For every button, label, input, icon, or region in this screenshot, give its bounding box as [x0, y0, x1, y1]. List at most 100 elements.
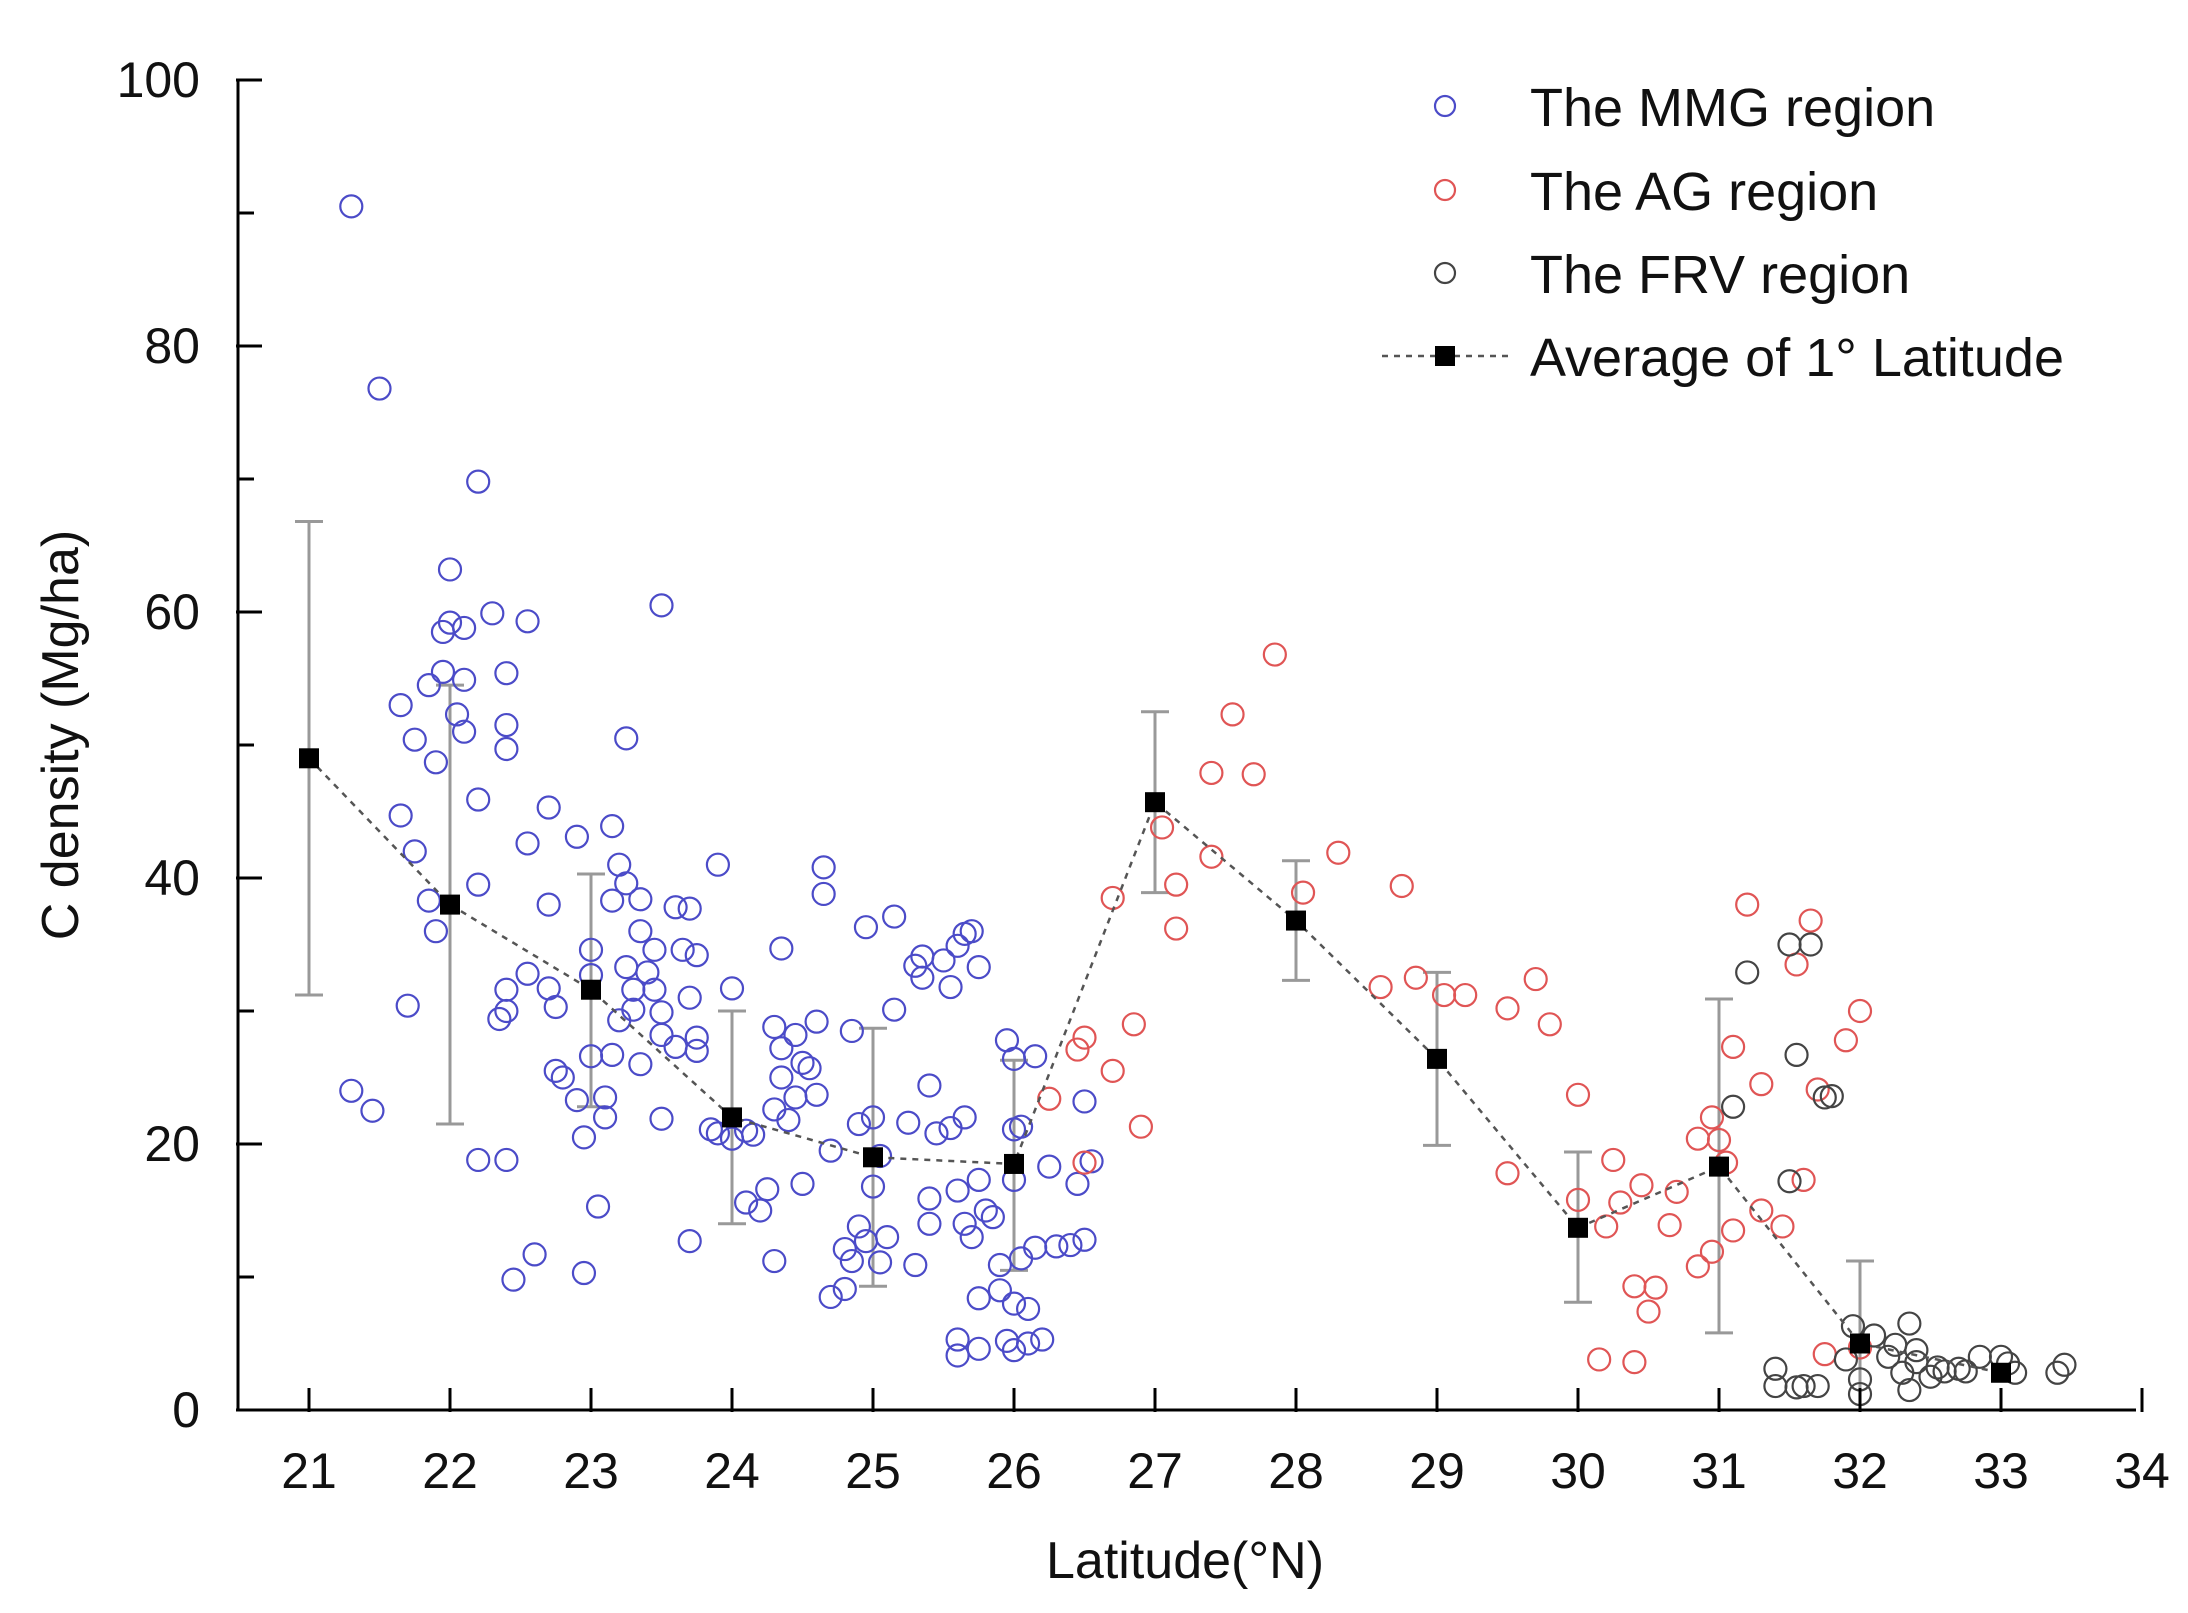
mmg-data-point — [614, 726, 639, 751]
mmg-data-point — [945, 1178, 970, 1203]
ag-data-point — [1523, 966, 1548, 992]
ag-data-point — [1241, 762, 1266, 787]
mmg-data-point — [614, 955, 639, 980]
mmg-data-point — [628, 919, 653, 944]
legend-label-average: Average of 1° Latitude — [1530, 328, 2064, 388]
legend: The MMG region The AG region The FRV regio… — [1382, 78, 2064, 388]
mmg-data-point — [832, 1236, 857, 1262]
mmg-data-point — [945, 1327, 970, 1352]
mmg-data-point — [818, 1284, 843, 1310]
mmg-data-point — [896, 1110, 921, 1135]
mmg-data-point — [839, 1248, 864, 1274]
mmg-data-point — [642, 977, 667, 1002]
ag-data-point — [1720, 1218, 1746, 1243]
mmg-data-point — [931, 948, 956, 973]
mmg-data-point — [882, 997, 907, 1022]
mmg-data-point — [663, 895, 688, 920]
mmg-data-point — [684, 1025, 709, 1050]
mmg-data-point — [466, 1147, 491, 1173]
mmg-data-point — [832, 1276, 857, 1302]
mmg-data-point — [522, 1242, 547, 1267]
frv-data-point — [1904, 1338, 1929, 1363]
mmg-data-point — [719, 976, 745, 1001]
ag-data-point — [1622, 1274, 1647, 1299]
ag-data-point — [1706, 1127, 1732, 1153]
ag-data-point — [1636, 1299, 1661, 1324]
mmg-data-point — [882, 904, 907, 929]
mmg-data-point — [494, 1147, 519, 1173]
mmg-data-point — [628, 887, 653, 912]
mmg-data-point — [839, 1018, 864, 1044]
mmg-data-point — [811, 855, 836, 880]
ag-data-point — [1403, 965, 1428, 990]
legend-marker-frv — [1433, 261, 1457, 285]
ag-data-point — [1699, 1105, 1725, 1130]
average-marker — [1286, 910, 1306, 931]
mmg-data-point — [466, 872, 491, 897]
ag-data-point — [1749, 1072, 1774, 1097]
ag-data-point — [1389, 873, 1414, 899]
ag-data-point — [1735, 892, 1760, 917]
mmg-data-point — [1072, 1227, 1097, 1252]
axes-layer: 0 20 40 60 80 100 21 22 23 24 25 26 27 28 29 30 31 32 33 34… — [32, 52, 2170, 1590]
ag-data-point — [1629, 1173, 1654, 1198]
mmg-data-point — [628, 1052, 653, 1077]
mmg-data-point — [600, 888, 625, 913]
scatter-points-layer — [339, 194, 2077, 1407]
mmg-data-point — [480, 601, 505, 626]
mmg-data-point — [564, 1088, 590, 1113]
y-tick-label: 0 — [172, 1382, 200, 1438]
mmg-data-point — [762, 1097, 787, 1122]
mmg-data-point — [973, 1198, 998, 1223]
ag-data-point — [1812, 1342, 1837, 1367]
ag-data-point — [1833, 1028, 1859, 1053]
mmg-data-point — [874, 1224, 900, 1250]
mmg-data-point — [515, 609, 540, 634]
frv-data-point — [1777, 932, 1802, 957]
y-tick-label: 100 — [117, 52, 200, 108]
frv-data-point — [1720, 1094, 1746, 1119]
mmg-data-point — [1037, 1154, 1062, 1179]
mmg-data-point — [1044, 1234, 1069, 1259]
y-tick-label: 60 — [144, 584, 200, 640]
ag-data-point — [1368, 974, 1393, 1000]
frv-data-point — [1798, 932, 1823, 957]
frv-data-point — [1763, 1356, 1788, 1381]
mmg-data-point — [515, 831, 540, 856]
mmg-data-point — [494, 661, 519, 686]
average-marker — [1709, 1156, 1729, 1177]
mmg-data-point — [733, 1190, 759, 1215]
mmg-data-point — [867, 1250, 893, 1275]
ag-data-point — [1720, 1034, 1746, 1060]
mmg-data-point — [1015, 1331, 1041, 1356]
ag-data-point — [1149, 815, 1175, 840]
x-tick-label: 31 — [1691, 1443, 1747, 1499]
mmg-data-point — [938, 1115, 963, 1141]
mmg-data-point — [917, 1186, 942, 1211]
x-tick-label: 28 — [1268, 1443, 1324, 1499]
mmg-data-point — [860, 1105, 886, 1130]
mmg-data-point — [790, 1171, 815, 1197]
mmg-data-point — [966, 1336, 991, 1361]
mmg-data-point — [444, 702, 470, 727]
average-marker — [440, 894, 460, 915]
mmg-data-point — [684, 1038, 709, 1064]
legend-label-mmg: The MMG region — [1530, 78, 1935, 138]
mmg-data-point — [980, 1205, 1005, 1230]
mmg-data-point — [853, 915, 879, 940]
mmg-data-point — [585, 1194, 611, 1219]
frv-data-point — [1897, 1311, 1922, 1336]
mmg-data-point — [748, 1198, 773, 1223]
ag-data-point — [1798, 908, 1823, 933]
mmg-data-point — [536, 892, 561, 917]
mmg-data-point — [663, 1034, 688, 1060]
ag-data-point — [1326, 840, 1351, 865]
ag-data-point — [1537, 1012, 1562, 1037]
ag-data-point — [1643, 1275, 1668, 1300]
x-tick-label: 24 — [704, 1443, 760, 1499]
mmg-data-point — [966, 1286, 991, 1311]
ag-data-point — [1121, 1012, 1146, 1037]
mmg-data-point — [437, 610, 463, 635]
average-marker — [299, 748, 319, 769]
mmg-data-point — [677, 1228, 702, 1254]
